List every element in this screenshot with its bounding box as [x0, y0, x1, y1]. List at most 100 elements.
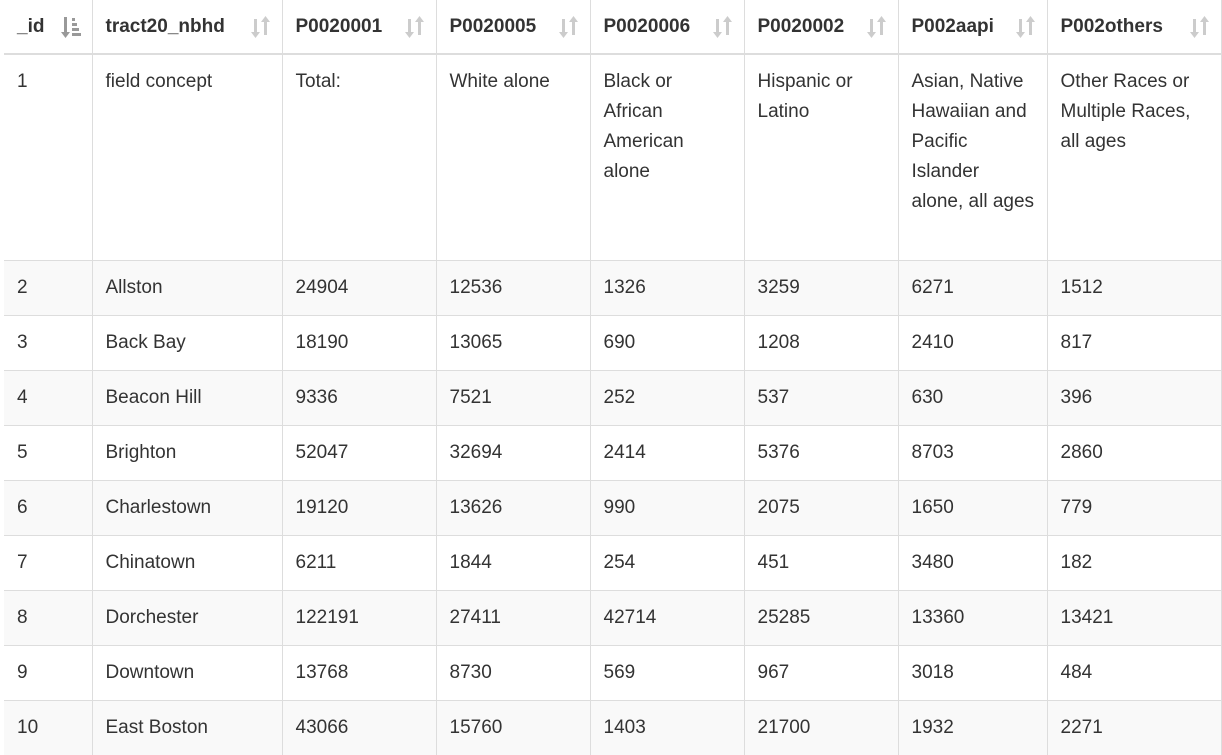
table-cell-p002others: 1512 — [1046, 259, 1222, 316]
table-cell-p0020005: 13626 — [435, 479, 591, 536]
column-header-label: P002others — [1060, 15, 1163, 37]
table-cell-p0020001: 122191 — [281, 589, 437, 646]
table-cell-id: 10 — [4, 699, 93, 755]
column-header-p0020005[interactable]: P0020005 — [435, 0, 591, 55]
table-cell-p0020005: 1844 — [435, 534, 591, 591]
table-cell-p002others: 2860 — [1046, 424, 1222, 481]
sort-icon[interactable] — [712, 14, 734, 40]
column-header-label: P0020002 — [757, 15, 845, 37]
table-cell-p0020002: 21700 — [743, 699, 899, 755]
table-cell-p0020006: 1326 — [589, 259, 745, 316]
table-cell-p002aapi: 3480 — [897, 534, 1048, 591]
table-cell-p0020005: 15760 — [435, 699, 591, 755]
table-cell-id: 3 — [4, 314, 93, 371]
table-cell-tract20-nbhd: Dorchester — [91, 589, 283, 646]
table-cell-id: 5 — [4, 424, 93, 481]
table-cell-p0020005: 32694 — [435, 424, 591, 481]
table-cell-p0020001: 52047 — [281, 424, 437, 481]
column-header-p0020001[interactable]: P0020001 — [281, 0, 437, 55]
sort-icon[interactable] — [558, 14, 580, 40]
data-table: _id tract20_nbhd P0020001 P0020005 P0020… — [4, 0, 1222, 755]
table-cell-p002aapi: 2410 — [897, 314, 1048, 371]
table-cell-p0020002: 451 — [743, 534, 899, 591]
table-row: 2 Allston 24904 12536 1326 3259 6271 1512 — [4, 259, 1222, 316]
table-cell-p0020006: 42714 — [589, 589, 745, 646]
table-cell-tract20-nbhd: Beacon Hill — [91, 369, 283, 426]
table-row: 10 East Boston 43066 15760 1403 21700 1932 2271 — [4, 699, 1222, 755]
table-cell-p0020005: 12536 — [435, 259, 591, 316]
sort-icon[interactable] — [1015, 14, 1037, 40]
table-cell-tract20-nbhd: Charlestown — [91, 479, 283, 536]
table-cell-p002others: 484 — [1046, 644, 1222, 701]
table-cell-id: 7 — [4, 534, 93, 591]
column-header-label: _id — [17, 15, 45, 37]
table-cell-p0020005: 8730 — [435, 644, 591, 701]
table-cell-tract20-nbhd: Downtown — [91, 644, 283, 701]
column-header-label: P0020001 — [295, 15, 383, 37]
table-row: 6 Charlestown 19120 13626 990 2075 1650 779 — [4, 479, 1222, 536]
column-header-tract20-nbhd[interactable]: tract20_nbhd — [91, 0, 283, 55]
table-cell-p0020001: 6211 — [281, 534, 437, 591]
table-cell-id: 2 — [4, 259, 93, 316]
table-cell-id: 4 — [4, 369, 93, 426]
table-row: 4 Beacon Hill 9336 7521 252 537 630 396 — [4, 369, 1222, 426]
table-cell-p0020002: 967 — [743, 644, 899, 701]
column-header-label: P002aapi — [911, 15, 994, 37]
sort-icon[interactable] — [404, 14, 426, 40]
table-cell-p002others: 2271 — [1046, 699, 1222, 755]
sorted-desc-icon[interactable] — [60, 14, 82, 40]
table-cell-p0020001: 9336 — [281, 369, 437, 426]
table-cell-p002aapi: 1932 — [897, 699, 1048, 755]
column-header-p002aapi[interactable]: P002aapi — [897, 0, 1048, 55]
table-cell-tract20-nbhd: East Boston — [91, 699, 283, 755]
table-cell-id: 1 — [4, 53, 93, 261]
table-cell-tract20-nbhd: Brighton — [91, 424, 283, 481]
table-cell-p0020001: 19120 — [281, 479, 437, 536]
table-cell-p002aapi: Asian, Native Hawaiian and Pacific Islan… — [897, 53, 1048, 261]
table-cell-p002others: 182 — [1046, 534, 1222, 591]
column-header-p002others[interactable]: P002others — [1046, 0, 1222, 55]
sort-icon[interactable] — [1189, 14, 1211, 40]
table-cell-p002others: Other Races or Multiple Races, all ages — [1046, 53, 1222, 261]
table-cell-p0020001: 18190 — [281, 314, 437, 371]
table-cell-p0020001: Total: — [281, 53, 437, 261]
table-row: 1 field concept Total: White alone Black or … — [4, 53, 1222, 261]
table-cell-p0020002: 5376 — [743, 424, 899, 481]
table-cell-p002aapi: 630 — [897, 369, 1048, 426]
table-cell-p0020006: 1403 — [589, 699, 745, 755]
column-header-id[interactable]: _id — [4, 0, 93, 55]
table-cell-p0020006: 990 — [589, 479, 745, 536]
table-cell-p0020001: 24904 — [281, 259, 437, 316]
table-cell-tract20-nbhd: Allston — [91, 259, 283, 316]
table-cell-p002aapi: 8703 — [897, 424, 1048, 481]
table-cell-p002others: 817 — [1046, 314, 1222, 371]
header-row: _id tract20_nbhd P0020001 P0020005 P0020… — [4, 0, 1222, 55]
table-cell-p0020006: 252 — [589, 369, 745, 426]
table-row: 9 Downtown 13768 8730 569 967 3018 484 — [4, 644, 1222, 701]
table-row: 8 Dorchester 122191 27411 42714 25285 13360 134… — [4, 589, 1222, 646]
table-cell-tract20-nbhd: Back Bay — [91, 314, 283, 371]
table-body: 1 field concept Total: White alone Black or … — [4, 53, 1222, 755]
table-cell-tract20-nbhd: Chinatown — [91, 534, 283, 591]
column-header-label: P0020005 — [449, 15, 537, 37]
column-header-p0020002[interactable]: P0020002 — [743, 0, 899, 55]
table-cell-p002others: 13421 — [1046, 589, 1222, 646]
sort-icon[interactable] — [250, 14, 272, 40]
table-cell-p002aapi: 3018 — [897, 644, 1048, 701]
table-cell-p0020006: Black or African American alone — [589, 53, 745, 261]
table-cell-tract20-nbhd: field concept — [91, 53, 283, 261]
table-cell-p0020002: 1208 — [743, 314, 899, 371]
table-cell-p002aapi: 13360 — [897, 589, 1048, 646]
column-header-label: P0020006 — [603, 15, 691, 37]
table-row: 3 Back Bay 18190 13065 690 1208 2410 817 — [4, 314, 1222, 371]
table-cell-id: 9 — [4, 644, 93, 701]
table-cell-p0020005: 13065 — [435, 314, 591, 371]
table-cell-p002aapi: 6271 — [897, 259, 1048, 316]
column-header-p0020006[interactable]: P0020006 — [589, 0, 745, 55]
table-cell-p0020002: Hispanic or Latino — [743, 53, 899, 261]
table-row: 7 Chinatown 6211 1844 254 451 3480 182 — [4, 534, 1222, 591]
table-cell-p002others: 779 — [1046, 479, 1222, 536]
sort-icon[interactable] — [866, 14, 888, 40]
table-cell-p0020001: 13768 — [281, 644, 437, 701]
